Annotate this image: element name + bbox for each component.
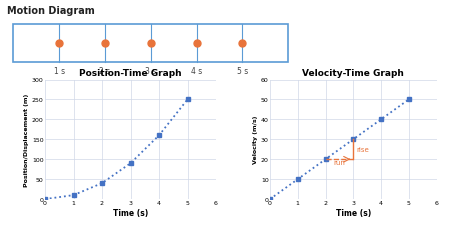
Text: 5 s: 5 s: [237, 67, 248, 76]
Text: rise: rise: [356, 147, 369, 153]
Text: 2 s: 2 s: [99, 67, 111, 76]
Text: 4 s: 4 s: [191, 67, 202, 76]
Title: Velocity-Time Graph: Velocity-Time Graph: [302, 69, 404, 78]
Bar: [14, 25, 288, 63]
Text: 3 s: 3 s: [145, 67, 157, 76]
Text: run: run: [333, 160, 345, 166]
X-axis label: Time (s): Time (s): [336, 208, 371, 217]
Y-axis label: Velocity (m/s): Velocity (m/s): [253, 116, 258, 164]
Text: 1 s: 1 s: [54, 67, 65, 76]
Y-axis label: Position/Displacement (m): Position/Displacement (m): [24, 93, 29, 186]
Title: Position-Time Graph: Position-Time Graph: [79, 69, 182, 78]
Text: Motion Diagram: Motion Diagram: [7, 6, 95, 16]
X-axis label: Time (s): Time (s): [113, 208, 148, 217]
